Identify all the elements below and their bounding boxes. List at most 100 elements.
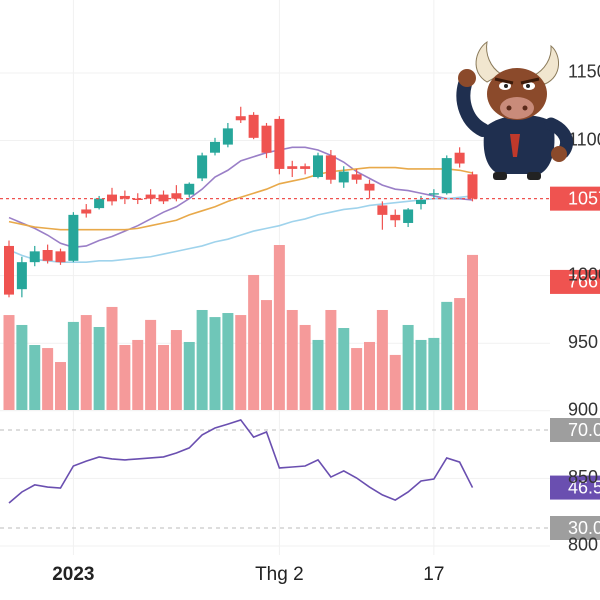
moving-average [8, 195, 473, 263]
volume-bar [29, 345, 41, 410]
candle-body [313, 155, 323, 178]
candle-body [132, 198, 143, 200]
volume-bar [261, 300, 272, 410]
candle-body [403, 209, 414, 223]
bull-mascot [456, 40, 573, 180]
candle-body [235, 116, 246, 121]
nostril [522, 105, 528, 111]
volume-bar [209, 317, 221, 410]
candle-body [158, 194, 169, 202]
volume-bar [55, 362, 66, 410]
candle-body [145, 194, 156, 199]
fist [458, 69, 476, 87]
label-box [550, 516, 600, 540]
volume-bar [3, 315, 15, 410]
volume-bar [67, 321, 79, 410]
x-tick-label: 2023 [52, 564, 94, 585]
hand [551, 146, 567, 162]
candle-body [248, 114, 259, 138]
candle-body [210, 141, 220, 153]
volume-bar [376, 309, 388, 410]
y-tick-label: 1150 [568, 62, 600, 82]
volume-bar [286, 309, 298, 410]
candle-body [29, 251, 40, 263]
rsi-last-label: 46.50 [568, 477, 600, 497]
y-tick-label: 1100 [568, 129, 600, 149]
candle-body [300, 166, 311, 169]
candle-body [454, 152, 465, 164]
rsi-pane: 70.00 30.00 46.50 [0, 418, 600, 540]
moving-averages [8, 146, 473, 263]
volume-bar [364, 341, 375, 410]
volume-bar [235, 315, 247, 410]
volume-bar [299, 324, 311, 410]
volume-bar [93, 326, 105, 410]
snout [500, 97, 534, 119]
volume-bar [158, 345, 169, 410]
candles [4, 106, 478, 298]
candle-body [94, 198, 105, 209]
volume-bar [80, 315, 92, 410]
candle-body [107, 194, 117, 202]
candle-body [428, 193, 439, 195]
time-axis: 2023 Thg 2 17 [52, 564, 444, 585]
volume-bar [196, 309, 208, 410]
y-tick-label: 1000 [568, 264, 600, 284]
volume-bar [106, 306, 118, 410]
candle-body [364, 183, 375, 191]
volume-bar [119, 345, 131, 410]
candle-body [119, 195, 130, 199]
volume-bar [273, 245, 285, 410]
volume-bar [312, 339, 324, 410]
candle-body [68, 214, 79, 261]
candle-body [338, 171, 349, 183]
candle-body [390, 214, 401, 221]
y-tick-label: 900 [568, 400, 598, 420]
rsi-line [8, 419, 474, 504]
y-tick-label: 950 [568, 332, 598, 352]
volume-bar [351, 348, 363, 410]
horn [475, 40, 502, 83]
volume-bar [248, 274, 260, 410]
candle-body [222, 128, 233, 145]
moving-average [8, 166, 473, 231]
volume-bar [338, 328, 350, 410]
candle-body [261, 125, 272, 153]
suit [483, 115, 555, 174]
rsi-level-label: 70.00 [568, 420, 600, 440]
horn [532, 44, 559, 85]
candle-body [184, 183, 195, 195]
y-tick-label: 850 [568, 467, 598, 487]
label-box [550, 269, 600, 294]
volume-bar [325, 309, 337, 410]
shoe [527, 172, 541, 180]
nostril [506, 105, 512, 111]
candle-body [171, 193, 182, 199]
candle-body [81, 209, 92, 214]
moving-average [8, 146, 473, 249]
candle-body [467, 174, 478, 199]
rsi-level-label: 30.00 [568, 518, 600, 538]
pupil [526, 84, 530, 88]
volume-pane: 766 [3, 245, 600, 410]
volume-bar [389, 354, 401, 410]
candle-body [351, 174, 362, 180]
x-tick-label: 17 [423, 564, 444, 585]
candle-body [287, 166, 298, 169]
volume-bar [454, 298, 466, 410]
volume-bar [170, 330, 182, 410]
y-tick-label: 800 [568, 535, 598, 555]
volume-bar [222, 313, 234, 410]
volume-bar [145, 319, 157, 410]
volume-bar [183, 341, 195, 410]
volume-bar [402, 324, 414, 410]
tie [510, 134, 520, 157]
volume-bar [132, 339, 144, 410]
candle-body [416, 200, 426, 205]
volume-bar [441, 301, 453, 410]
volume-bar [467, 254, 478, 410]
candle-body [441, 158, 452, 194]
candle-body [325, 155, 336, 180]
candle-body [4, 245, 14, 295]
